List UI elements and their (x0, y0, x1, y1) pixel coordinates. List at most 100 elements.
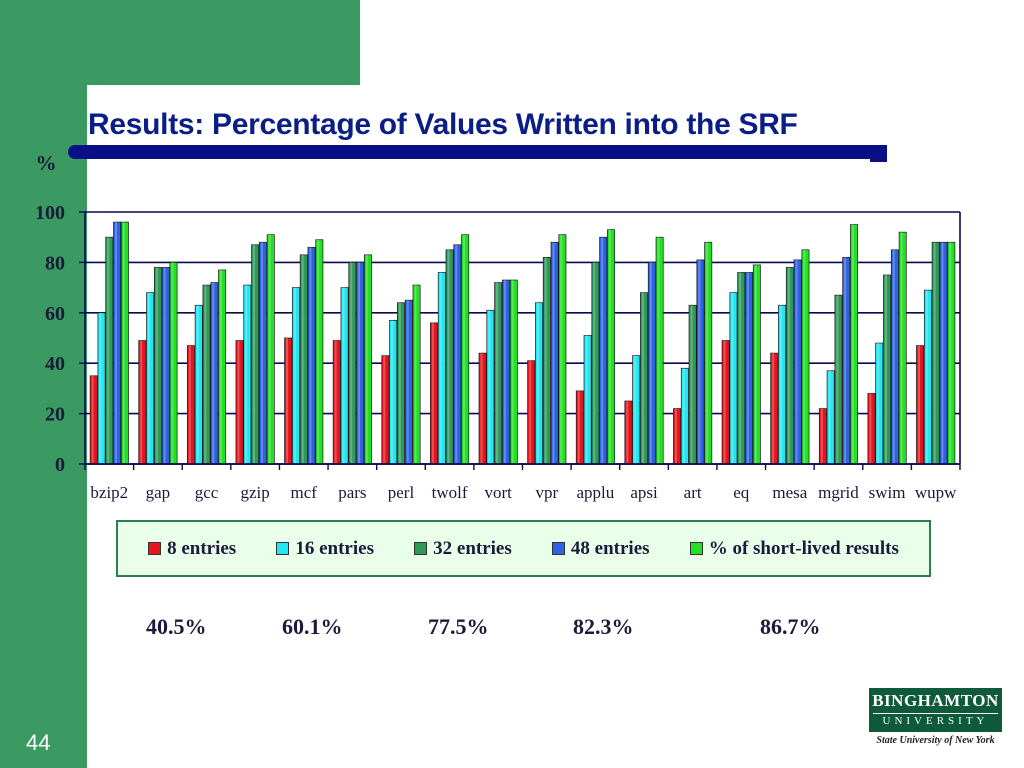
bar-highlight (641, 292, 644, 464)
bar-mesa-4 (793, 259, 802, 465)
bar-gzip-3 (251, 244, 260, 465)
binghamton-logo: BINGHAMTON UNIVERSITY State University o… (869, 688, 1002, 750)
y-tick-label: 60 (45, 303, 65, 325)
bar-highlight (795, 259, 798, 464)
x-tick-label: pars (338, 483, 366, 502)
bar-highlight (828, 370, 831, 464)
bar-apsi-3 (640, 292, 648, 465)
bar-wupw-3 (931, 241, 940, 465)
x-tick-label: perl (388, 483, 415, 502)
bar-art-2 (680, 367, 689, 465)
bar-mesa-3 (785, 267, 794, 465)
legend-swatch (551, 542, 565, 555)
bar-vort-4 (502, 279, 510, 465)
bar-highlight (754, 264, 757, 464)
bar-highlight (608, 229, 611, 464)
bar-apsi-2 (632, 355, 641, 465)
bar-mgrid-3 (834, 294, 843, 465)
bar-pars-2 (340, 287, 349, 465)
bar-twolf-1 (430, 322, 438, 465)
bar-art-3 (688, 304, 697, 465)
bar-highlight (529, 360, 532, 464)
bar-gap-5 (169, 262, 178, 465)
bar-vpr-3 (542, 257, 551, 465)
bar-highlight (779, 305, 782, 464)
bar-applu-4 (599, 236, 608, 465)
bar-gap-3 (153, 267, 162, 465)
bar-highlight (925, 290, 928, 464)
x-tick-label: gcc (195, 483, 219, 502)
bar-highlight (917, 345, 920, 464)
bar-swim-3 (883, 274, 892, 465)
bar-applu-3 (591, 262, 600, 465)
bar-pars-3 (348, 262, 357, 465)
bar-mcf-3 (299, 254, 308, 465)
chart-legend: 8 entries 16 entries 32 entries 48 entries%… (116, 520, 931, 577)
bar-highlight (900, 232, 903, 464)
bar-vpr-5 (558, 234, 567, 465)
x-tick-labels: bzip2 gap gcc gzip mcf pars perl twolf vort vpr ap… (90, 483, 957, 502)
bar-highlight (723, 340, 726, 464)
bar-gcc-3 (202, 284, 211, 465)
bar-highlight (163, 267, 166, 464)
x-tick-label: gap (146, 483, 171, 502)
bar-highlight (171, 262, 174, 464)
bar-highlight (690, 305, 693, 464)
bar-apsi-5 (655, 236, 664, 465)
bar-highlight (511, 280, 514, 464)
bar-pars-5 (364, 254, 372, 465)
y-tick-label: 0 (55, 454, 65, 476)
bar-twolf-5 (461, 234, 470, 465)
bar-mesa-5 (801, 249, 810, 465)
bar-highlight (682, 368, 685, 464)
bar-gap-2 (146, 292, 155, 465)
bar-bzip2-3 (105, 236, 114, 465)
bar-highlight (626, 401, 629, 464)
logo-box: BINGHAMTON UNIVERSITY (869, 688, 1002, 732)
bar-highlight (649, 262, 652, 464)
bar-wupw-1 (916, 345, 925, 465)
bar-highlight (739, 272, 742, 464)
bar-applu-1 (575, 390, 584, 465)
bar-highlight (317, 239, 320, 464)
x-tick-label: gzip (240, 483, 269, 502)
bar-applu-2 (583, 335, 592, 465)
bar-highlight (544, 257, 547, 464)
bar-wupw-5 (947, 241, 956, 465)
bar-highlight (447, 249, 450, 464)
bar-highlight (803, 249, 806, 464)
bar-twolf-2 (437, 272, 446, 465)
bar-mcf-1 (284, 337, 293, 465)
bar-apsi-1 (624, 400, 633, 465)
bar-highlight (107, 237, 110, 464)
bar-vort-5 (509, 279, 518, 465)
bar-highlight (892, 249, 895, 464)
percentage-8-entries: 40.5% (146, 614, 207, 639)
y-tick-label: 40 (45, 353, 65, 375)
top-green-band (0, 0, 360, 85)
bar-mcf-4 (307, 246, 316, 465)
bar-vort-1 (478, 352, 487, 465)
bar-highlight (414, 285, 417, 464)
bar-highlight (245, 285, 248, 464)
bar-perl-1 (381, 355, 390, 465)
bar-mgrid-1 (818, 408, 827, 465)
bar-highlight (122, 222, 125, 464)
legend-item: 16 entries (276, 538, 374, 560)
bar-mcf-2 (292, 287, 300, 465)
bar-bzip2-2 (97, 312, 106, 465)
bar-mesa-1 (770, 352, 779, 465)
bar-mgrid-4 (842, 257, 851, 465)
bar-highlight (851, 224, 854, 464)
y-tick-label: 100 (35, 202, 65, 224)
x-tick-label: twolf (432, 483, 468, 502)
logo-university: UNIVERSITY (873, 713, 998, 727)
bar-highlight (439, 272, 442, 464)
bar-twolf-3 (445, 249, 454, 465)
bar-highlight (115, 222, 118, 464)
percentage-32-entries: 77.5% (428, 614, 489, 639)
bar-highlight (140, 340, 143, 464)
bar-vpr-2 (535, 302, 543, 465)
bar-vort-2 (486, 309, 495, 465)
